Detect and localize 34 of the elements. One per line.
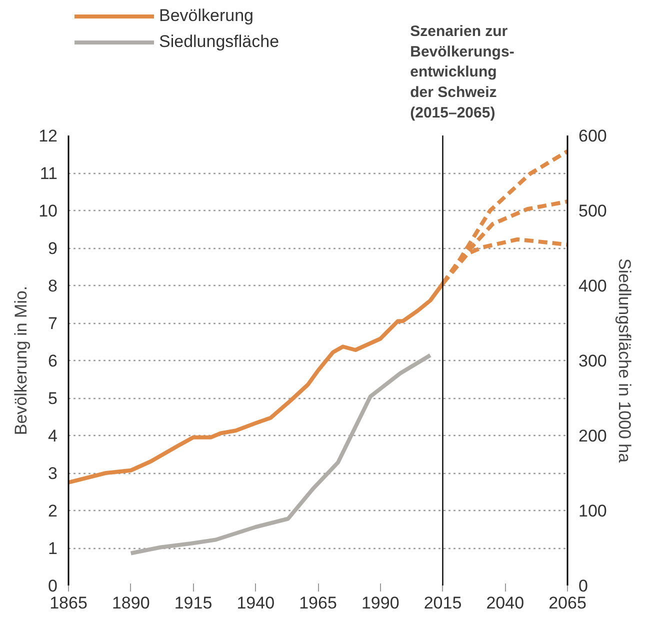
y2-tick-label: 300 bbox=[578, 352, 607, 370]
y-tick-label: 6 bbox=[48, 352, 58, 370]
y2-tick-label: 600 bbox=[578, 126, 607, 146]
y2-axis-title: Siedlungsfläche in 1000 ha bbox=[614, 258, 634, 464]
x-tick-label: 1965 bbox=[299, 594, 337, 612]
y-tick-label: 9 bbox=[48, 239, 58, 258]
legend-label: Siedlungsfläche bbox=[159, 32, 280, 52]
legend-label: Bevölkerung bbox=[159, 6, 254, 26]
x-tick-label: 1940 bbox=[236, 594, 275, 612]
y-tick-label: 0 bbox=[48, 576, 58, 596]
y-axis-title: Bevölkerung in Mio. bbox=[12, 286, 31, 436]
y2-tick-label: 400 bbox=[578, 276, 607, 296]
y-tick-label: 5 bbox=[48, 389, 58, 408]
x-tick-label: 1890 bbox=[112, 594, 150, 612]
y2-tick-label: 0 bbox=[578, 576, 588, 596]
text: Szenarien zur Bevölkerungs- entwicklung der Schweiz (2015–2065) bbox=[410, 22, 514, 122]
y-tick-label: 4 bbox=[48, 426, 58, 446]
x-tick-label: 1915 bbox=[174, 594, 212, 612]
y2-tick-label: 200 bbox=[578, 426, 607, 446]
x-tick-label: 2015 bbox=[424, 594, 462, 612]
y-tick-label: 12 bbox=[38, 126, 58, 146]
y-tick-label: 11 bbox=[40, 164, 58, 183]
x-tick-label: 1990 bbox=[361, 594, 400, 612]
y-tick-label: 1 bbox=[48, 539, 58, 558]
y-tick-label: 7 bbox=[48, 314, 58, 333]
x-tick-label: 1865 bbox=[50, 594, 88, 612]
y-tick-label: 3 bbox=[48, 464, 58, 483]
y2-tick-label: 500 bbox=[578, 202, 607, 220]
x-tick-label: 2065 bbox=[548, 594, 586, 612]
y-tick-label: 2 bbox=[48, 502, 58, 520]
x-tick-label: 2040 bbox=[486, 594, 524, 612]
y-tick-label: 8 bbox=[48, 276, 58, 296]
y2-tick-label: 100 bbox=[578, 502, 607, 520]
y-tick-label: 10 bbox=[38, 202, 58, 220]
